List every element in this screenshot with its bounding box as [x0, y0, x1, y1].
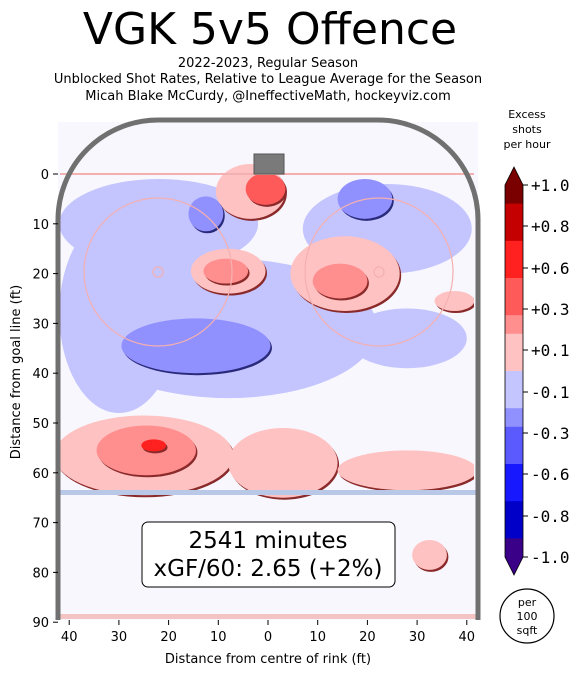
subtitle-description: Unblocked Shot Rates, Relative to League…: [53, 72, 483, 87]
colorbar-segment: [505, 371, 523, 391]
x-axis-ticks: 40 30 20 10 0 10 20 30 40: [61, 620, 475, 645]
colorbar-tick-label: -0.1: [531, 383, 570, 402]
colorbar-segment: [505, 352, 523, 372]
faceoff-circle-right: [304, 197, 454, 347]
colorbar-segment: [505, 501, 523, 521]
heat-region-2: [188, 196, 224, 232]
y-tick-label: 50: [32, 417, 49, 432]
unit-badge-line1: per: [518, 596, 537, 609]
colorbar-segment: [505, 464, 523, 484]
unit-badge-line2: 100: [517, 610, 538, 623]
colorbar-segment: [505, 333, 523, 353]
unit-badge: [499, 588, 555, 644]
colorbar-segment: [505, 185, 523, 205]
colorbar-bottom-extend: [505, 557, 523, 575]
colorbar-segment: [505, 240, 523, 260]
goal-net: [253, 153, 285, 175]
x-tick-label: 30: [111, 630, 128, 645]
colorbar-title-line2: shots: [512, 123, 542, 136]
xgf-label: xGF/60: 2.65 (+2%): [154, 556, 383, 582]
heat-region-7: [312, 263, 368, 299]
subtitle-season: 2022-2023, Regular Season: [177, 56, 359, 71]
y-tick-label: 30: [32, 317, 49, 332]
subtitle-author: Micah Blake McCurdy, @IneffectiveMath, h…: [85, 89, 451, 104]
heat-region-8: [121, 318, 271, 374]
colorbar-segment: [505, 445, 523, 465]
heat-region-15: [412, 540, 447, 570]
chart-title: VGK 5v5 Offence: [82, 4, 458, 55]
colorbar-segment: [505, 278, 523, 298]
colorbar-segment: [505, 203, 523, 223]
centre-red-line: [58, 614, 478, 619]
heat-region-14: [337, 450, 474, 491]
x-tick-label: 10: [210, 630, 227, 645]
colorbar-tick-label: +0.8: [531, 217, 570, 236]
summary-box: [141, 521, 396, 588]
colorbar-ticks: +1.0 +0.8 +0.6 +0.3 +0.1 -0.1 -0.3 -0.6 -0.8 -1.0: [523, 176, 570, 567]
colorbar-segment: [505, 259, 523, 279]
colorbar-tick-label: -0.8: [531, 507, 570, 526]
y-axis-ticks: 0 10 20 30 40 50 60 70 80 90: [32, 168, 58, 631]
y-tick-label: 10: [32, 218, 49, 233]
blue-line: [58, 490, 478, 495]
heat-region-12: [141, 439, 167, 452]
background-region-4: [347, 308, 467, 369]
colorbar-tick-label: +0.3: [531, 300, 570, 319]
x-tick-label: 20: [160, 630, 177, 645]
colorbar-tick-label: -1.0: [531, 548, 570, 567]
faceoff-dot-right: [373, 266, 385, 278]
x-axis-label: Distance from centre of rink (ft): [165, 652, 371, 667]
colorbar-tick-label: -0.6: [531, 465, 570, 484]
colorbar-segment: [505, 538, 523, 558]
colorbar-tick-label: +0.1: [531, 341, 570, 360]
heat-region-13: [228, 427, 338, 498]
rink-boards: [55, 117, 481, 620]
heat-region-1: [245, 173, 286, 205]
y-tick-label: 90: [32, 616, 49, 631]
colorbar-tick-label: +0.6: [531, 259, 570, 278]
heat-region-9: [434, 291, 474, 311]
colorbar-segment: [505, 426, 523, 446]
x-tick-label: 0: [264, 630, 272, 645]
colorbar-tick-label: -0.3: [531, 424, 570, 443]
x-tick-label: 20: [359, 630, 376, 645]
heat-region-5: [203, 258, 249, 284]
unit-badge-line3: sqft: [517, 624, 538, 637]
y-tick-label: 0: [41, 168, 49, 183]
y-tick-label: 80: [32, 566, 49, 581]
y-tick-label: 70: [32, 517, 49, 532]
y-axis-label: Distance from goal line (ft): [9, 285, 24, 459]
colorbar-tick-label: +1.0: [531, 176, 570, 195]
minutes-label: 2541 minutes: [189, 528, 348, 554]
y-tick-label: 40: [32, 367, 49, 382]
colorbar-segment: [505, 315, 523, 335]
x-tick-label: 10: [309, 630, 326, 645]
colorbar-title-line3: per hour: [504, 138, 551, 151]
colorbar-top-extend: [505, 167, 523, 185]
y-tick-label: 20: [32, 268, 49, 283]
colorbar-segment: [505, 222, 523, 242]
heat-region-layer: [60, 164, 474, 572]
colorbar-title-line1: Excess: [508, 108, 546, 121]
x-tick-label: 40: [459, 630, 476, 645]
colorbar-segment: [505, 389, 523, 409]
colorbar-segment: [505, 482, 523, 502]
faceoff-circle-left: [83, 197, 233, 347]
colorbar: [504, 166, 524, 576]
colorbar-segment: [505, 408, 523, 428]
faceoff-dot-left: [152, 266, 164, 278]
y-tick-label: 60: [32, 467, 49, 482]
colorbar-segment: [505, 296, 523, 316]
x-tick-label: 30: [409, 630, 426, 645]
colorbar-segment: [505, 519, 523, 539]
x-tick-label: 40: [61, 630, 78, 645]
